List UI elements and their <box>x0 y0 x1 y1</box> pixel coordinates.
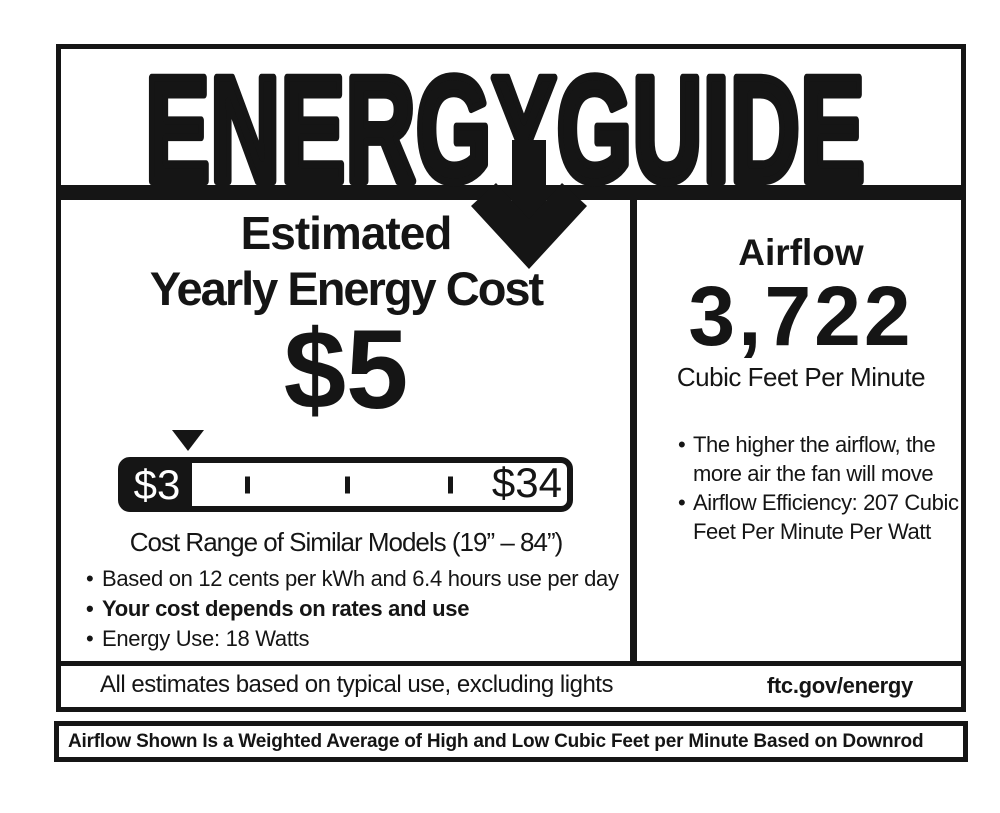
list-item: • Airflow Efficiency: 207 Cubic Feet Per… <box>678 488 964 546</box>
disclaimer-text: Airflow Shown Is a Weighted Average of H… <box>68 730 924 752</box>
estimated-cost-title: Estimated Yearly Energy Cost <box>66 206 626 316</box>
bullet-icon: • <box>86 626 94 651</box>
list-item: • Based on 12 cents per kWh and 6.4 hour… <box>86 564 626 594</box>
airflow-note-line: The higher the airflow, the <box>693 432 936 457</box>
airflow-note-text: The higher the airflow, the more air the… <box>693 430 936 488</box>
airflow-value: 3,722 <box>688 269 914 363</box>
range-min-label: $3 <box>133 460 181 508</box>
footer-note: All estimates based on typical use, excl… <box>100 671 613 698</box>
bullet-icon: • <box>678 432 686 457</box>
range-min-segment: $3 <box>122 461 192 508</box>
yearly-cost-value: $5 <box>283 307 409 432</box>
cost-note-text: Based on 12 cents per kWh and 6.4 hours … <box>102 566 619 591</box>
airflow-note-line: Airflow Efficiency: 207 Cubic <box>693 490 959 515</box>
cost-note-text: Energy Use: 18 Watts <box>102 626 310 651</box>
panel-divider <box>630 200 637 662</box>
airflow-title: Airflow <box>738 232 864 273</box>
airflow-note-line: Feet Per Minute Per Watt <box>693 519 931 544</box>
list-item: • Energy Use: 18 Watts <box>86 624 626 654</box>
range-marker-icon <box>172 430 204 451</box>
cost-range-bar: $3 $34 <box>118 457 573 512</box>
range-tick-icon <box>345 476 350 493</box>
airflow-note-line: more air the fan will move <box>693 461 934 486</box>
disclaimer-box: Airflow Shown Is a Weighted Average of H… <box>54 721 968 762</box>
range-max-label: $34 <box>491 458 562 506</box>
range-tick-icon <box>245 476 250 493</box>
range-caption: Cost Range of Similar Models (19” – 84”) <box>129 527 564 557</box>
airflow-unit: Cubic Feet Per Minute <box>676 362 926 392</box>
range-tick-icon <box>448 476 453 493</box>
header-divider <box>56 185 966 200</box>
airflow-note-text: Airflow Efficiency: 207 Cubic Feet Per M… <box>693 488 959 546</box>
footer-divider <box>56 661 966 666</box>
cost-note-text: Your cost depends on rates and use <box>102 596 470 621</box>
bullet-icon: • <box>86 566 94 591</box>
bullet-icon: • <box>86 596 94 621</box>
cost-notes-list: • Based on 12 cents per kWh and 6.4 hour… <box>86 564 626 654</box>
list-item: • The higher the airflow, the more air t… <box>678 430 964 488</box>
title-line-2: Yearly Energy Cost <box>149 262 544 315</box>
label-main-box <box>56 44 966 712</box>
title-line-1: Estimated <box>240 207 453 259</box>
ftc-url: ftc.gov/energy <box>766 673 913 698</box>
bullet-icon: • <box>678 490 686 515</box>
airflow-notes-list: • The higher the airflow, the more air t… <box>678 430 964 546</box>
list-item: • Your cost depends on rates and use <box>86 594 626 624</box>
